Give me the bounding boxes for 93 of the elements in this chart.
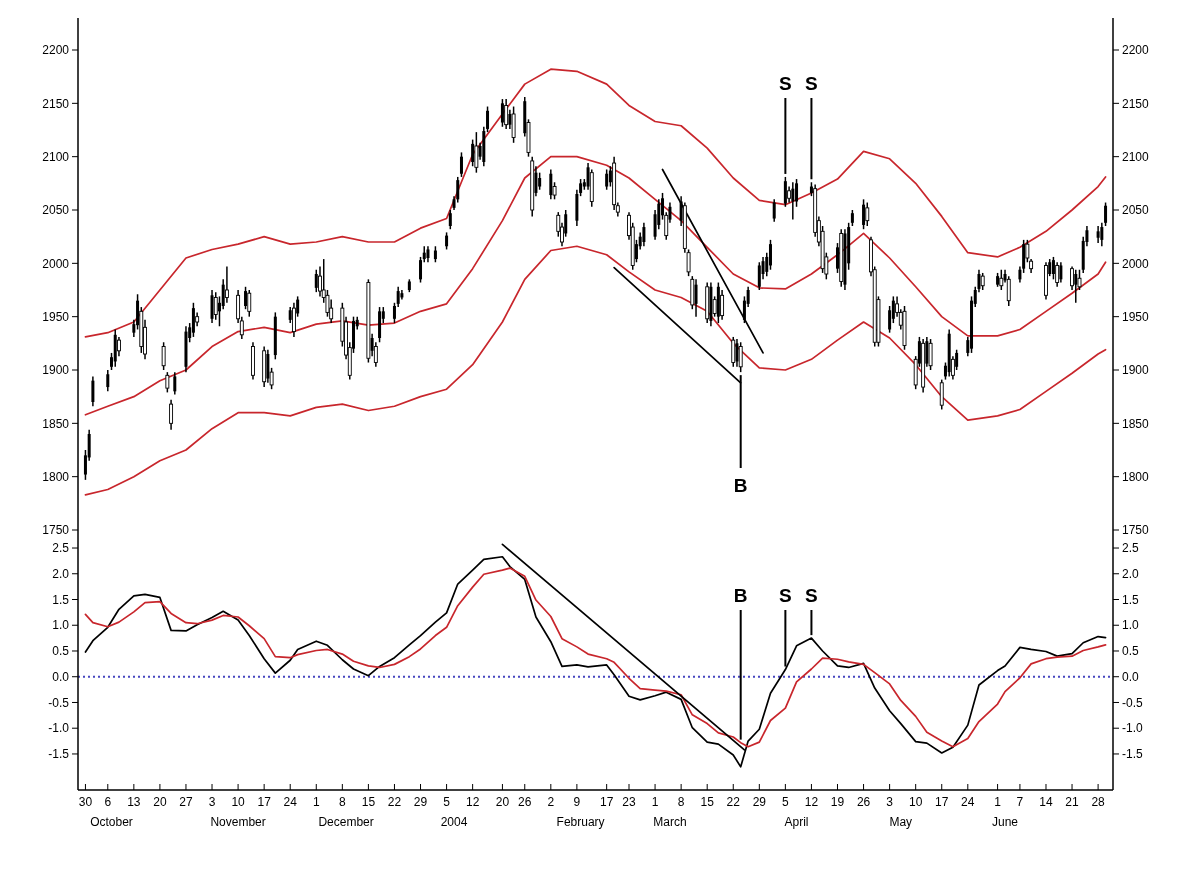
x-tick-label: 19 (830, 795, 845, 809)
x-tick-label: 24 (961, 795, 975, 809)
x-tick-label: 17 (935, 795, 949, 809)
x-tick-label: 6 (104, 795, 112, 809)
y-tick-label: -1.5 (48, 747, 70, 762)
x2-tick-label: June (992, 815, 1019, 829)
x-tick-label: 29 (413, 795, 428, 809)
y2-tick-label: 1800 (1122, 469, 1150, 484)
y2-tick-label: 0.5 (1122, 644, 1140, 659)
x2-tick-label: May (889, 815, 913, 829)
x-tick-label: 3 (208, 795, 216, 809)
x-tick-label: 8 (677, 795, 685, 809)
y2-tick-label: -1.0 (1122, 721, 1143, 736)
y2-tick-label: 1750 (1122, 523, 1150, 538)
y-tick-label: 0.5 (52, 644, 70, 659)
x-tick-label: 12 (465, 795, 480, 809)
x-tick-label: 30 (78, 795, 93, 809)
y-tick-label: -0.5 (48, 695, 70, 710)
x-tick-label: 26 (518, 795, 532, 809)
x-tick-label: 22 (726, 795, 741, 809)
y-tick-label: 1750 (42, 523, 70, 538)
annotation: S (779, 585, 792, 606)
y-tick-label: 1950 (42, 309, 70, 324)
y2-tick-label: 2.0 (1122, 566, 1140, 581)
y2-tick-label: 2100 (1122, 149, 1150, 164)
x2-tick-label: November (210, 815, 266, 829)
y-tick-label: 2150 (42, 96, 70, 111)
y-tick-label: 2200 (42, 43, 70, 58)
x-tick-label: 12 (804, 795, 819, 809)
y-tick-label: 1850 (42, 416, 70, 431)
x-tick-label: 24 (283, 795, 298, 809)
y-tick-label: 1900 (42, 363, 70, 378)
x-tick-label: 20 (153, 795, 167, 809)
x-tick-label: 14 (1039, 795, 1053, 809)
x-tick-label: 27 (179, 795, 193, 809)
y2-tick-label: 1850 (1122, 416, 1150, 431)
y-tick-label: 2.0 (52, 566, 70, 581)
x-tick-label: 15 (700, 795, 715, 809)
y2-tick-label: 1.5 (1122, 592, 1140, 607)
x-tick-label: 13 (127, 795, 141, 809)
y-tick-label: -1.0 (48, 721, 70, 736)
x-tick-label: 8 (338, 795, 346, 809)
x-tick-label: 10 (231, 795, 246, 809)
annotation: S (805, 73, 818, 94)
x-tick-label: 7 (1016, 795, 1024, 809)
y2-tick-label: -0.5 (1122, 695, 1143, 710)
y-tick-label: 2.5 (52, 541, 70, 556)
y2-tick-label: 1.0 (1122, 618, 1140, 633)
y-tick-label: 0.0 (52, 669, 70, 684)
y-tick-label: 2050 (42, 203, 70, 218)
x2-tick-label: October (90, 815, 133, 829)
x2-tick-label: March (653, 815, 687, 829)
x-tick-label: 22 (387, 795, 402, 809)
x-tick-label: 1 (994, 795, 1002, 809)
x-tick-label: 26 (856, 795, 871, 809)
x-tick-label: 10 (909, 795, 923, 809)
annotation: S (805, 585, 818, 606)
y-tick-label: 2100 (42, 149, 70, 164)
y2-tick-label: 2200 (1122, 43, 1150, 58)
x-tick-label: 23 (622, 795, 636, 809)
x-tick-label: 28 (1091, 795, 1106, 809)
x-tick-label: 21 (1065, 795, 1080, 809)
annotation: B (733, 475, 748, 496)
y-tick-label: 1.5 (52, 592, 70, 607)
x-tick-label: 3 (886, 795, 894, 809)
y2-tick-label: 1900 (1122, 363, 1150, 378)
x-tick-label: 2 (547, 795, 555, 809)
x2-tick-label: December (318, 815, 374, 829)
x2-tick-label: 2004 (440, 815, 468, 829)
y-tick-label: 1800 (42, 469, 70, 484)
y2-tick-label: 2.5 (1122, 541, 1140, 556)
y2-tick-label: 2000 (1122, 256, 1150, 271)
annotation: B (733, 585, 748, 606)
y-tick-label: 1.0 (52, 618, 70, 633)
x-tick-label: 15 (361, 795, 376, 809)
x-tick-label: 20 (495, 795, 510, 809)
x-tick-label: 29 (752, 795, 767, 809)
x-tick-label: 9 (573, 795, 581, 809)
y2-tick-label: -1.5 (1122, 747, 1143, 762)
x2-tick-label: February (556, 815, 605, 829)
x-tick-label: 5 (443, 795, 451, 809)
annotation: S (779, 73, 792, 94)
y2-tick-label: 0.0 (1122, 669, 1140, 684)
y-tick-label: 2000 (42, 256, 70, 271)
x-tick-label: 1 (651, 795, 659, 809)
x-tick-label: 17 (257, 795, 272, 809)
x-tick-label: 17 (599, 795, 614, 809)
x2-tick-label: April (784, 815, 809, 829)
y2-tick-label: 2150 (1122, 96, 1150, 111)
x-tick-label: 1 (312, 795, 320, 809)
y2-tick-label: 1950 (1122, 309, 1150, 324)
y2-tick-label: 2050 (1122, 203, 1150, 218)
x-tick-label: 5 (782, 795, 790, 809)
